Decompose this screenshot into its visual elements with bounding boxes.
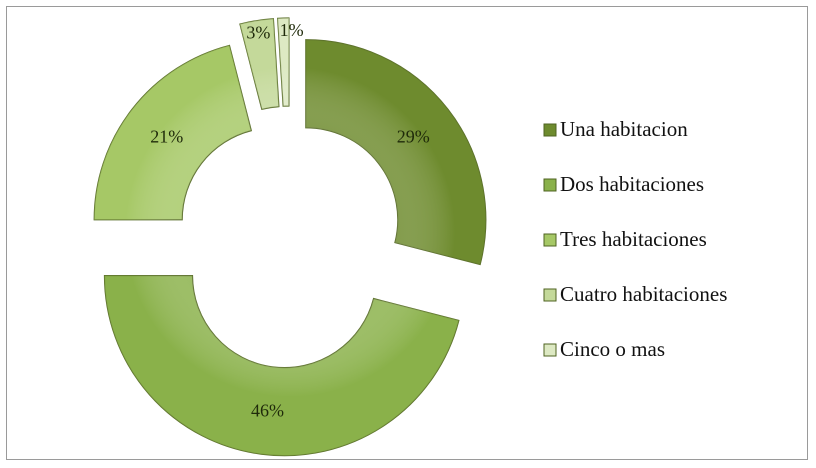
slice-label-cinco-o-mas: 1% — [280, 20, 304, 40]
legend-swatch-cuatro-habitaciones — [543, 288, 557, 302]
slice-label-cuatro-habitaciones: 3% — [246, 22, 270, 42]
legend-label-cinco-o-mas: Cinco o mas — [560, 337, 665, 361]
slice-label-dos-habitaciones: 46% — [251, 401, 284, 421]
legend-swatch-cinco-o-mas — [543, 343, 557, 357]
legend: Una habitacion Dos habitaciones Tres habit… — [543, 117, 727, 361]
legend-swatch-una-habitacion — [543, 123, 557, 137]
slice-shading-cuatro-habitaciones — [239, 18, 279, 110]
slice-label-una-habitacion: 29% — [397, 126, 430, 146]
legend-swatch-dos-habitaciones — [543, 178, 557, 192]
slice-shading-una-habitacion — [305, 39, 486, 265]
slice-shading-tres-habitaciones — [94, 45, 252, 220]
slices-group: 29% 46% 21% 3% 1% — [93, 17, 487, 457]
legend-label-tres-habitaciones: Tres habitaciones — [560, 227, 707, 251]
slice-label-tres-habitaciones: 21% — [150, 126, 183, 146]
legend-label-una-habitacion: Una habitacion — [560, 117, 688, 141]
slice-shading-dos-habitaciones — [104, 275, 459, 456]
slice-shading-cinco-o-mas — [277, 18, 289, 107]
legend-label-cuatro-habitaciones: Cuatro habitaciones — [560, 282, 727, 306]
legend-label-dos-habitaciones: Dos habitaciones — [560, 172, 704, 196]
legend-swatch-tres-habitaciones — [543, 233, 557, 247]
